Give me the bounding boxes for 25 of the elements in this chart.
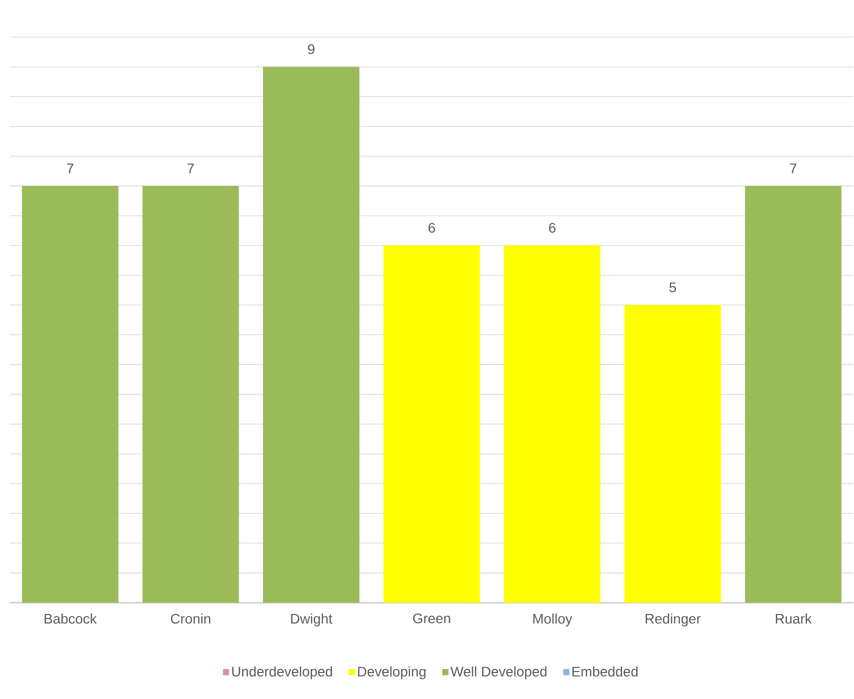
data-label: 7 <box>790 164 796 174</box>
legend-label: Underdeveloped <box>232 666 332 680</box>
legend-label: Embedded <box>572 666 638 677</box>
data-label: 6 <box>549 222 556 233</box>
x-tick-label: Molloy <box>533 614 572 626</box>
bar <box>142 186 239 603</box>
data-label: 6 <box>428 222 435 233</box>
data-label: 9 <box>308 44 314 54</box>
bar <box>22 186 118 603</box>
x-tick-label: Redinger <box>646 614 701 626</box>
bar <box>624 305 721 603</box>
bar <box>504 246 600 603</box>
legend-label: Well Developed <box>450 666 546 680</box>
data-label: 7 <box>67 164 74 174</box>
data-label: 5 <box>669 282 676 292</box>
x-tick-label: Babcock <box>44 614 97 624</box>
legend-label: Developing <box>358 666 426 680</box>
bar <box>384 246 480 603</box>
bar <box>262 66 360 603</box>
bar <box>745 186 842 603</box>
x-tick-label: Dwight <box>291 614 332 626</box>
x-tick-label: Cronin <box>170 614 210 624</box>
x-tick-label: Ruark <box>776 614 812 624</box>
data-label: 7 <box>188 164 194 174</box>
x-tick-label: Green <box>413 614 450 624</box>
